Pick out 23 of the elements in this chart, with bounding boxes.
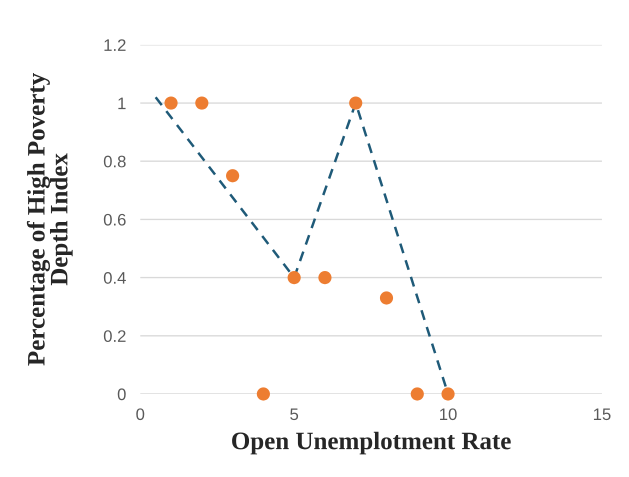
point <box>226 169 240 182</box>
y-tick-label: 1 <box>118 98 126 110</box>
point <box>318 271 332 284</box>
x-tick-label: 0 <box>136 408 144 420</box>
y-tick-label: 1.2 <box>104 39 126 51</box>
point <box>441 387 455 401</box>
point <box>410 387 424 401</box>
y-axis-title: Percentage of High Poverty Depth Index <box>26 73 73 366</box>
y-tick-label: 0.6 <box>104 214 126 226</box>
point <box>380 291 394 305</box>
point <box>164 96 178 110</box>
x-tick-label: 10 <box>440 408 457 420</box>
y-tick-label: 0.8 <box>104 156 126 168</box>
point <box>349 96 362 110</box>
y-tick-label: 0 <box>118 388 126 400</box>
point <box>288 271 301 284</box>
x-axis-title: Open Unemplotment Rate <box>232 432 511 454</box>
y-tick-label: 0.4 <box>104 272 126 284</box>
x-tick-label: 5 <box>290 408 298 420</box>
x-tick-label: 15 <box>594 408 611 420</box>
y-tick-label: 0.2 <box>104 330 126 342</box>
point <box>256 387 270 401</box>
point <box>195 96 208 110</box>
